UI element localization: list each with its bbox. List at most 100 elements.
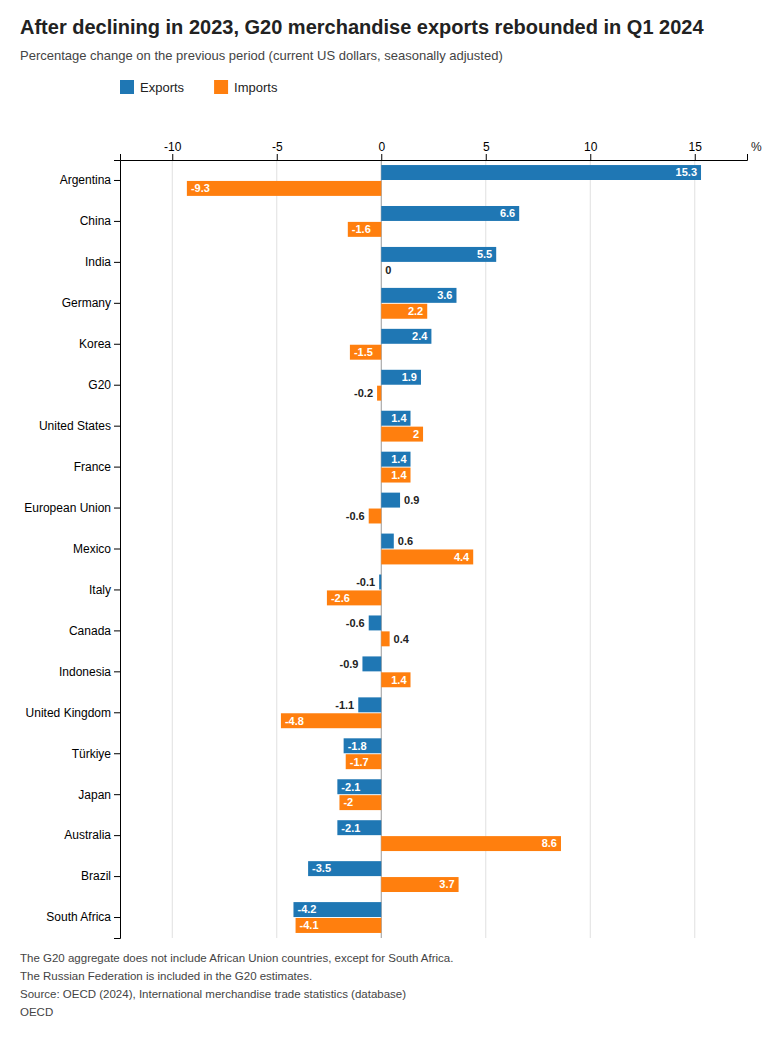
y-axis: Argentina China India Germany Korea G20 United… <box>24 161 120 939</box>
x-tick: 15 <box>689 140 703 160</box>
y-tick: India <box>85 255 120 269</box>
grid-line <box>172 160 173 938</box>
bars <box>187 165 701 933</box>
x-axis: -10 -5 0 5 10 15 <box>121 140 748 161</box>
data-label: -2.1 <box>341 781 360 793</box>
bar <box>369 615 382 630</box>
y-tick-label: United States <box>39 419 111 433</box>
data-label: -1.5 <box>354 346 373 358</box>
legend-swatch <box>214 80 228 94</box>
bar <box>281 713 381 728</box>
y-tick: G20 <box>88 378 120 392</box>
y-tick-label: India <box>85 255 111 269</box>
y-tick-label: Germany <box>62 296 111 310</box>
y-tick-label: Korea <box>79 337 111 351</box>
bar <box>381 836 561 851</box>
annotation: OECD <box>20 1006 53 1018</box>
y-tick: Argentina <box>60 173 120 187</box>
bar <box>381 549 473 564</box>
y-tick-label: Indonesia <box>59 665 111 679</box>
x-tick-label: 15 <box>689 140 703 154</box>
y-tick-mark <box>114 385 120 386</box>
data-label: 4.4 <box>454 551 470 563</box>
grid-line <box>694 160 695 938</box>
y-tick-label: Argentina <box>60 173 112 187</box>
bar <box>350 345 381 360</box>
data-label: -2.1 <box>341 822 360 834</box>
data-label: 1.4 <box>391 412 407 424</box>
bar <box>381 452 410 467</box>
y-tick: Germany <box>62 296 120 310</box>
y-tick-mark <box>114 262 120 263</box>
data-label: -1.1 <box>335 699 354 711</box>
y-tick: Australia <box>64 828 120 842</box>
y-tick-mark <box>114 589 120 590</box>
data-label: 2 <box>413 428 419 440</box>
x-tick: 10 <box>584 140 598 160</box>
subtitle: Percentage change on the previous period… <box>20 48 503 63</box>
y-tick-mark <box>114 303 120 304</box>
legend-item: Imports <box>214 80 278 95</box>
data-label: -1.8 <box>348 740 367 752</box>
y-tick-label: South Africa <box>46 910 111 924</box>
data-label: -0.6 <box>346 510 365 522</box>
bar <box>293 902 381 917</box>
y-tick: France <box>74 460 120 474</box>
bar-series <box>187 181 561 933</box>
bar <box>377 386 381 401</box>
annotation: Source: OECD (2024), International merch… <box>20 988 406 1000</box>
bar <box>381 877 458 892</box>
data-label: 3.7 <box>439 878 454 890</box>
x-tick: 0 <box>378 140 385 160</box>
y-tick: European Union <box>24 501 120 515</box>
x-tick-label: 5 <box>483 140 490 154</box>
y-tick-mark <box>114 712 120 713</box>
bar <box>381 631 389 646</box>
y-tick-mark <box>114 180 120 181</box>
data-label: 6.6 <box>500 207 515 219</box>
data-label: -1.7 <box>350 756 369 768</box>
x-tick-mark <box>486 154 487 160</box>
bar <box>381 370 421 385</box>
y-tick-label: France <box>74 460 112 474</box>
data-labels: 15.36.65.53.62.41.91.41.40.90.6-0.1-0.6-… <box>191 166 697 931</box>
data-label: -3.5 <box>312 862 331 874</box>
y-tick-mark <box>114 508 120 509</box>
data-label: 2.2 <box>408 305 423 317</box>
x-axis-label: % <box>751 140 762 154</box>
bar <box>344 738 382 753</box>
y-axis-line <box>114 161 121 939</box>
data-label: -4.1 <box>300 919 319 931</box>
y-tick: Canada <box>69 624 120 638</box>
bar <box>381 329 431 344</box>
legend-swatch <box>120 80 134 94</box>
x-tick-label: -10 <box>164 140 182 154</box>
y-tick: Japan <box>78 788 120 802</box>
x-tick-mark <box>172 154 173 160</box>
y-tick-mark <box>114 426 120 427</box>
bar <box>337 779 381 794</box>
annotation: The Russian Federation is included in th… <box>20 970 312 982</box>
y-tick-label: Canada <box>69 624 111 638</box>
bar <box>381 165 701 180</box>
y-tick: Indonesia <box>59 665 120 679</box>
data-label: 2.4 <box>412 330 428 342</box>
x-tick-label: -5 <box>272 140 283 154</box>
bar <box>346 754 382 769</box>
bar <box>381 427 423 442</box>
x-axis-line <box>121 154 748 161</box>
bar <box>381 263 382 278</box>
bar <box>362 656 381 671</box>
x-tick-label: 10 <box>584 140 598 154</box>
y-tick-label: Türkiye <box>72 747 112 761</box>
y-tick: Mexico <box>73 542 120 556</box>
chart-root: After declining in 2023, G20 merchandise… <box>0 0 777 1048</box>
y-tick-label: China <box>80 214 112 228</box>
data-label: -2 <box>343 796 353 808</box>
x-tick-mark <box>277 154 278 160</box>
data-label: -9.3 <box>191 182 210 194</box>
data-label: -4.8 <box>285 715 304 727</box>
data-label: 1.4 <box>391 453 407 465</box>
x-tick-mark <box>695 154 696 160</box>
x-tick-label: 0 <box>378 140 385 154</box>
